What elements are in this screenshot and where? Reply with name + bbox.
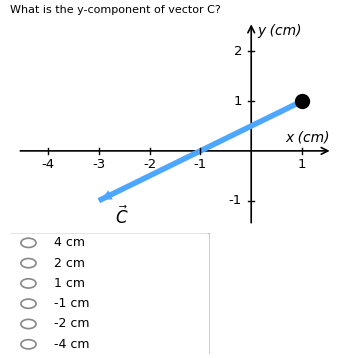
Text: -4: -4	[41, 158, 55, 171]
Text: 1: 1	[298, 158, 306, 171]
Text: -4 cm: -4 cm	[54, 338, 90, 351]
Text: 1: 1	[233, 95, 242, 108]
Text: -2: -2	[143, 158, 156, 171]
Circle shape	[21, 340, 36, 349]
Text: 2 cm: 2 cm	[54, 257, 85, 270]
Text: 1 cm: 1 cm	[54, 277, 85, 290]
Text: x (cm): x (cm)	[286, 130, 330, 144]
FancyBboxPatch shape	[8, 233, 210, 355]
Text: What is the y-component of vector C?: What is the y-component of vector C?	[10, 5, 221, 15]
Circle shape	[21, 238, 36, 247]
Circle shape	[21, 279, 36, 288]
Circle shape	[21, 299, 36, 308]
Circle shape	[21, 258, 36, 268]
Text: -1: -1	[194, 158, 207, 171]
Text: -3: -3	[92, 158, 105, 171]
Text: 2: 2	[233, 45, 242, 58]
Circle shape	[21, 319, 36, 329]
Text: -2 cm: -2 cm	[54, 318, 90, 330]
Text: -1 cm: -1 cm	[54, 297, 90, 310]
Text: y (cm): y (cm)	[257, 24, 302, 38]
Text: $\vec{C}$: $\vec{C}$	[115, 205, 128, 228]
Text: 4 cm: 4 cm	[54, 236, 85, 249]
Text: -1: -1	[229, 194, 242, 207]
